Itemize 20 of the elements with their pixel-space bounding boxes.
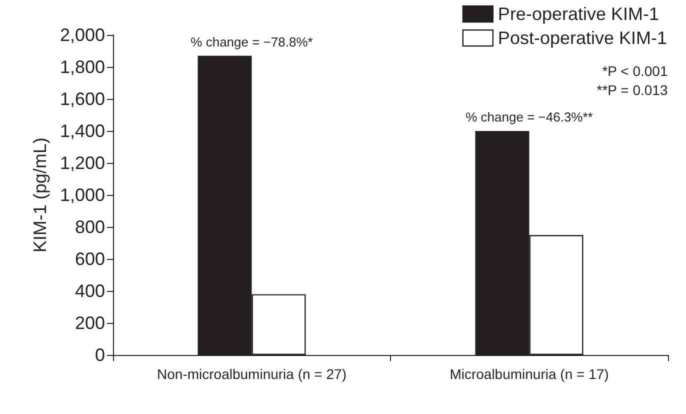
y-tick-label: 1,000 (60, 185, 105, 205)
y-axis-title: KIM-1 (pg/mL) (30, 137, 50, 253)
y-tick-label: 400 (74, 281, 105, 301)
y-tick-label: 1,800 (60, 57, 105, 77)
y-tick-label: 1,400 (60, 121, 105, 141)
annotation: **P = 0.013 (596, 82, 668, 98)
annotation: % change = −46.3%** (466, 110, 593, 124)
annotation: *P < 0.001 (602, 63, 668, 79)
x-tick-label: Non-microalbuminuria (n = 27) (157, 366, 346, 382)
y-tick-label: 800 (74, 217, 105, 237)
y-tick-label: 1,600 (60, 89, 105, 109)
y-tick-label: 0 (94, 345, 105, 365)
y-tick-label: 1,200 (60, 153, 105, 173)
legend-label: Pre-operative KIM-1 (498, 4, 659, 24)
y-tick-label: 200 (74, 313, 105, 333)
legend-label: Post-operative KIM-1 (498, 28, 668, 48)
annotation: % change = −78.8%* (190, 34, 313, 50)
y-tick-label: 2,000 (60, 25, 105, 45)
y-tick-label: 600 (74, 249, 105, 269)
x-tick-label: Microalbuminuria (n = 17) (450, 366, 609, 382)
